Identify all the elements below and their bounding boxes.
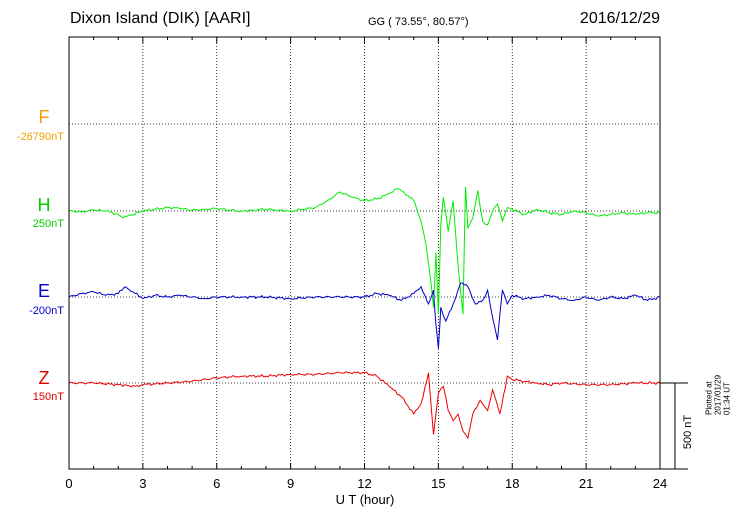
component-base-f: -26790nT — [16, 131, 64, 143]
x-tick-label: 3 — [139, 476, 146, 491]
station-title: Dixon Island (DIK) [AARI] — [70, 10, 251, 27]
component-base-e: -200nT — [29, 305, 64, 317]
x-tick-label: 21 — [579, 476, 593, 491]
x-ticks: 0 3 6 9 12 15 18 21 24 — [65, 37, 667, 491]
grid-lines — [142, 37, 587, 469]
component-base-h: 250nT — [32, 218, 64, 230]
x-tick-label: 9 — [287, 476, 294, 491]
x-tick-label: 18 — [505, 476, 519, 491]
component-letter-h: H — [37, 195, 51, 215]
x-tick-label: 24 — [653, 476, 667, 491]
series-line-e — [68, 282, 661, 349]
component-base-z: 150nT — [32, 391, 64, 403]
plot-timestamp-note: Plotted at 2017/01/29 01:34 UT — [704, 374, 730, 416]
series-group — [68, 186, 661, 440]
scale-bar — [660, 382, 688, 470]
scale-bar-label: 500 nT — [682, 414, 694, 450]
component-letter-f: F — [38, 107, 50, 127]
component-letter-z: Z — [38, 368, 50, 388]
x-tick-label: 12 — [357, 476, 371, 491]
coordinates-label: GG ( 73.55°, 80.57°) — [368, 16, 469, 28]
series-line-z — [68, 371, 661, 440]
x-tick-label: 6 — [213, 476, 220, 491]
x-tick-label: 15 — [431, 476, 445, 491]
x-axis-label: U T (hour) — [335, 492, 395, 507]
series-line-h — [68, 186, 661, 315]
x-tick-label: 0 — [65, 476, 72, 491]
date-label: 2016/12/29 — [579, 10, 660, 27]
component-letter-e: E — [37, 281, 50, 301]
